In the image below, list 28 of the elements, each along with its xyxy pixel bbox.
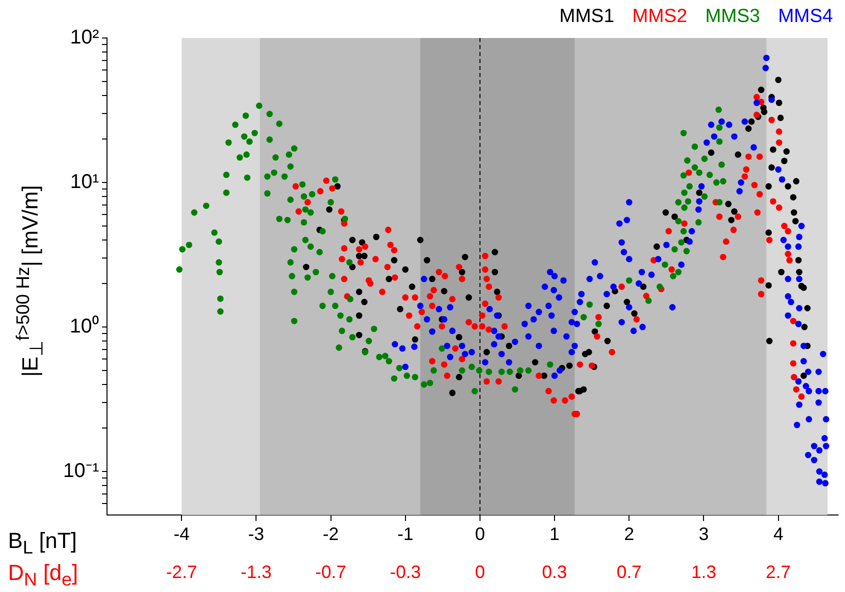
series-label: MMS4 (778, 6, 833, 28)
text: -2.7 (166, 562, 198, 582)
y-tick-label: 10⁰ (70, 314, 99, 338)
text: MMS2 (632, 6, 688, 28)
y-tick-label: 10¹ (70, 171, 100, 194)
text: MMS3 (705, 6, 760, 28)
x-tick-label: -3 (248, 524, 264, 544)
y-tick-label: 10⁻¹ (63, 460, 100, 482)
text: -1.3 (240, 562, 272, 582)
x-tick-label: 3 (698, 524, 709, 544)
x-tick-label: 1 (550, 524, 560, 544)
text: -0.7 (315, 562, 346, 582)
x-tick-label: 2 (624, 524, 634, 544)
x-tick-label: -1 (397, 524, 414, 544)
x-tick-label: -2 (322, 524, 339, 544)
text: -0.3 (390, 562, 421, 582)
y-tick-label: 10² (70, 26, 100, 49)
text: 0 (474, 562, 485, 582)
text: 2.7 (766, 562, 791, 582)
x-axis-title: B$_{L}$ [nT] (8, 528, 77, 558)
x-tick-label: -4 (174, 524, 190, 544)
text: 1.3 (691, 562, 716, 582)
text: MMS1 (559, 6, 614, 28)
text: 0.3 (542, 562, 568, 582)
x-tick-label: 0 (474, 524, 485, 544)
text: D$_{N}$ [d$_{e}$] (8, 560, 78, 590)
x-tick-label: 4 (773, 524, 784, 544)
text: 0.7 (616, 562, 642, 582)
